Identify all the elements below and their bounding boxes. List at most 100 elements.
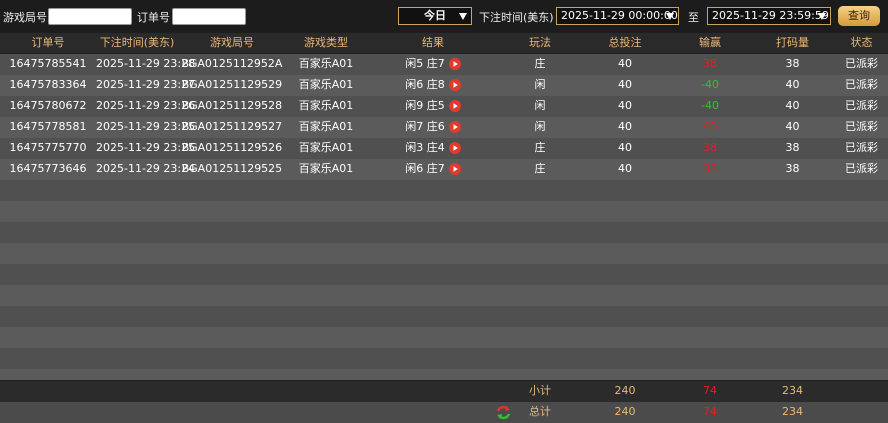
status: 已派彩	[845, 57, 878, 70]
status: 已派彩	[845, 162, 878, 175]
filter-bar: 游戏局号 订单号 今日 下注时间(美东) 2025-11-29 00:00:00…	[0, 0, 888, 32]
column-header: 玩法	[529, 36, 551, 49]
game-type: 百家乐A01	[298, 78, 354, 91]
round-id: BGA01251129528	[181, 99, 283, 112]
column-header: 结果	[422, 36, 444, 49]
status: 已派彩	[845, 141, 878, 154]
label: 游戏局号	[3, 11, 47, 24]
bet-amount: 40	[618, 120, 632, 133]
summary-bet: 240	[614, 405, 636, 418]
game-type: 百家乐A01	[298, 120, 354, 133]
bet-type: 庄	[534, 57, 546, 70]
bet-type: 闲	[534, 120, 546, 133]
result: 闲9 庄5	[366, 96, 500, 117]
subtotal-row: 小计 240 74 234	[0, 381, 888, 402]
bet-time: 2025-11-29 23:28	[96, 57, 196, 70]
result-text: 闲9 庄5	[405, 99, 445, 112]
valid-bet: 38	[785, 57, 800, 70]
round-id: BGA01251129525	[181, 162, 283, 175]
bet-time: 2025-11-29 23:25	[96, 141, 196, 154]
table-row[interactable]: 16475775770 2025-11-29 23:25 BGA0125112952…	[0, 138, 888, 159]
win-loss: 38	[703, 162, 717, 175]
order-id: 16475778581	[9, 120, 87, 133]
search-button[interactable]: 查询	[838, 6, 880, 26]
start-select[interactable]: 2025-11-29 00:00:00	[556, 7, 679, 25]
result: 闲5 庄7	[366, 54, 500, 75]
bet-type: 闲	[534, 99, 546, 112]
valid-bet: 40	[785, 99, 800, 112]
table-header: 订单号 下注时间(美东) 游戏局号 游戏类型 结果 玩法 总投注 输赢 打码量 状态	[0, 33, 888, 53]
order-id: 16475773646	[9, 162, 87, 175]
result: 闲6 庄8	[366, 75, 500, 96]
game-type: 百家乐A01	[298, 57, 354, 70]
column-header: 订单号	[31, 36, 65, 49]
bet-amount: 40	[618, 162, 632, 175]
column-header: 输赢	[699, 36, 721, 49]
status: 已派彩	[845, 78, 878, 91]
round-id: BGA01251129527	[181, 120, 283, 133]
table-row[interactable]: 16475780672 2025-11-29 23:26 BGA0125112952…	[0, 96, 888, 117]
result: 闲3 庄4	[366, 138, 500, 159]
table-row[interactable]: 16475785541 2025-11-29 23:28 BGA0125112952…	[0, 54, 888, 75]
select-text: 2025-11-29 23:59:59	[712, 9, 829, 22]
valid-bet: 40	[785, 120, 800, 133]
date-range-select[interactable]: 今日	[398, 7, 472, 25]
win-loss: -40	[701, 78, 719, 91]
valid-bet: 38	[785, 162, 800, 175]
arrow	[459, 13, 467, 20]
win-loss: 40	[703, 120, 717, 133]
result: 闲6 庄7	[366, 159, 500, 180]
bet-time: 2025-11-29 23:26	[96, 99, 196, 112]
play-video-icon[interactable]	[448, 163, 461, 175]
bet-amount: 40	[618, 99, 632, 112]
play-video-icon[interactable]	[448, 58, 461, 70]
order-id: 16475785541	[9, 57, 87, 70]
select-text: 今日	[424, 9, 446, 22]
play-video-icon[interactable]	[448, 100, 461, 112]
bet-amount: 40	[618, 57, 632, 70]
result-text: 闲6 庄7	[405, 162, 445, 175]
table-row[interactable]: 16475778581 2025-11-29 23:25 BGA0125112952…	[0, 117, 888, 138]
win-loss: 38	[703, 57, 717, 70]
label: 至	[688, 11, 699, 24]
bet-type: 庄	[534, 141, 546, 154]
order-id: 16475780672	[9, 99, 87, 112]
round-id: BGA01251129526	[181, 141, 283, 154]
round-input[interactable]	[48, 8, 132, 25]
play-video-icon[interactable]	[448, 79, 461, 91]
column-header: 游戏类型	[304, 36, 348, 49]
play-video-icon[interactable]	[448, 142, 461, 154]
table-row[interactable]: 16475783364 2025-11-29 23:27 BGA0125112952…	[0, 75, 888, 96]
result-text: 闲5 庄7	[405, 57, 445, 70]
win-loss: 38	[703, 141, 717, 154]
summary-valid-bet: 234	[782, 405, 803, 418]
select-text: 2025-11-29 00:00:00	[561, 9, 678, 22]
order-id: 16475783364	[9, 78, 87, 91]
bet-amount: 40	[618, 141, 632, 154]
order-input[interactable]	[172, 8, 246, 25]
game-type: 百家乐A01	[298, 99, 354, 112]
end-select[interactable]: 2025-11-29 23:59:59	[707, 7, 831, 25]
round-id: BGA01251129529	[181, 78, 283, 91]
refresh-icon[interactable]	[496, 405, 511, 420]
label: 下注时间(美东)	[479, 11, 554, 24]
table-row[interactable]: 16475773646 2025-11-29 23:24 BGA0125112952…	[0, 159, 888, 180]
bet-type: 庄	[534, 162, 546, 175]
bet-amount: 40	[618, 78, 632, 91]
column-header: 总投注	[608, 36, 642, 49]
valid-bet: 38	[785, 141, 800, 154]
game-type: 百家乐A01	[298, 162, 354, 175]
game-type: 百家乐A01	[298, 141, 354, 154]
summary-win-loss: 74	[703, 405, 717, 418]
play-video-icon[interactable]	[448, 121, 461, 133]
status: 已派彩	[845, 99, 878, 112]
result-text: 闲3 庄4	[405, 141, 445, 154]
column-header: 下注时间(美东)	[99, 36, 175, 49]
valid-bet: 40	[785, 78, 800, 91]
label: 订单号	[137, 11, 170, 24]
bet-time: 2025-11-29 23:27	[96, 78, 196, 91]
summary-win-loss: 74	[703, 384, 717, 397]
table-body: 16475785541 2025-11-29 23:28 BGA0125112952…	[0, 54, 888, 380]
summary-label: 小计	[529, 384, 551, 397]
